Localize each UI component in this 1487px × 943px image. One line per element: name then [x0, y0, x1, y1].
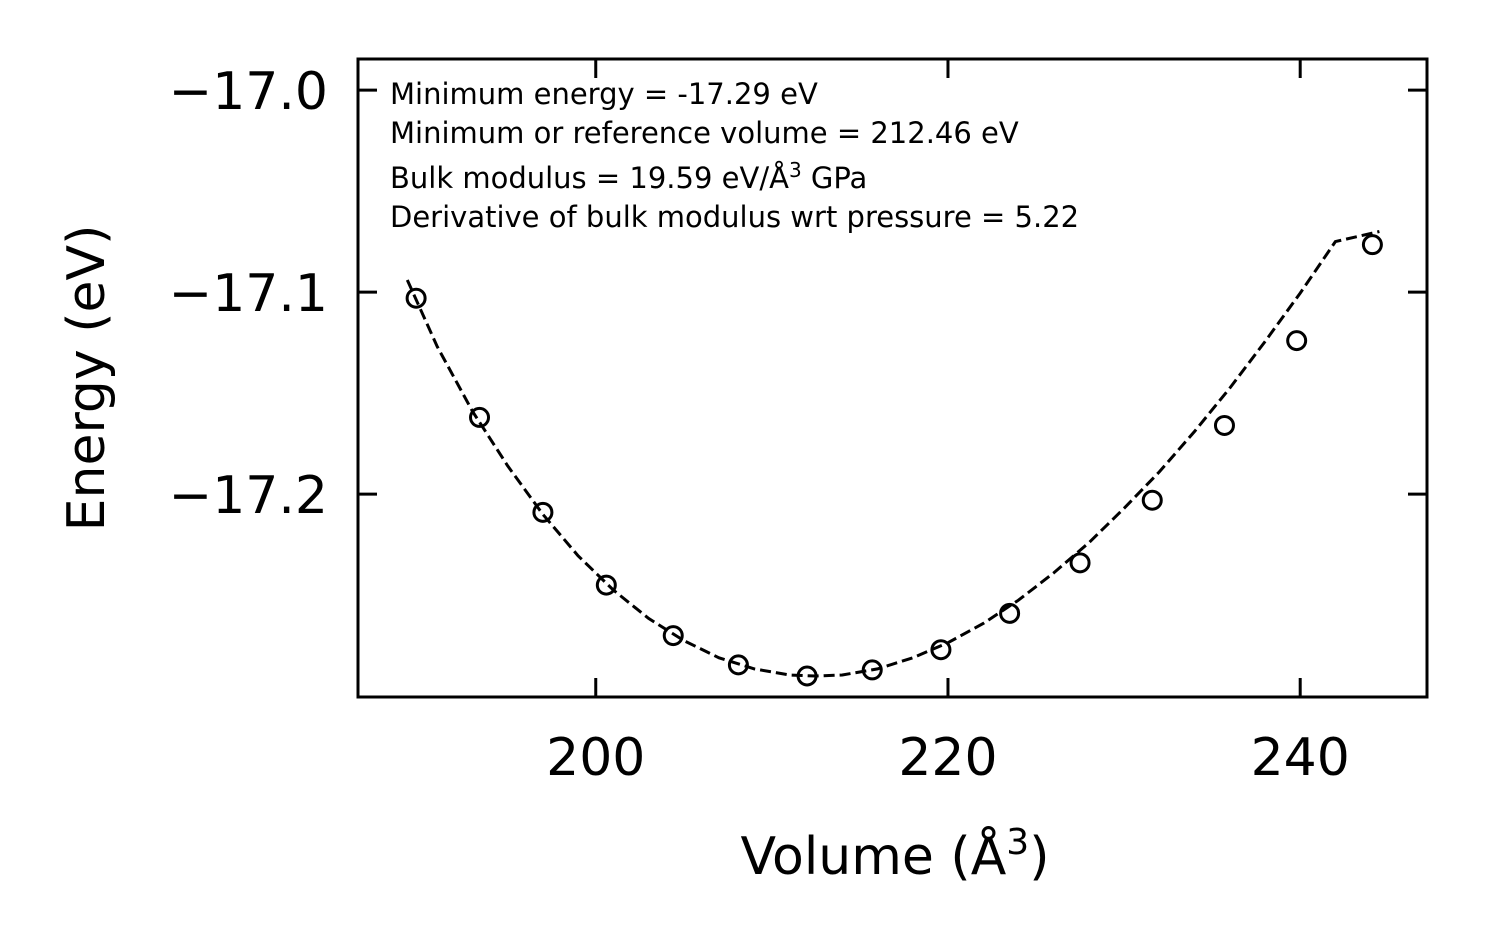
annotation-minimum-energy: Minimum energy = -17.29 eV — [390, 77, 818, 111]
x-axis-label-sup: 3 — [1006, 822, 1029, 863]
data-point — [999, 602, 1021, 624]
annotation-bulk-modulus-text: Bulk modulus = 19.59 eV/Å — [390, 161, 789, 195]
data-point — [1213, 414, 1235, 436]
data-points-layer — [405, 234, 1383, 687]
data-point — [405, 287, 427, 309]
data-point — [861, 659, 883, 681]
x-tick-label: 240 — [1251, 728, 1350, 788]
data-point — [1069, 552, 1091, 574]
data-point — [1141, 489, 1163, 511]
x-axis-label-text: Volume (Å — [741, 825, 1007, 887]
ticks-layer: 200 220 240 −17.0 −17.1 −17.2 — [169, 59, 1427, 788]
x-tick-label: 220 — [898, 728, 997, 788]
fit-curve — [405, 230, 1380, 678]
annotation-bulk-modulus-suffix: GPa — [802, 161, 868, 195]
annotation-bulk-derivative: Derivative of bulk modulus wrt pressure … — [390, 200, 1079, 234]
plot-frame — [356, 57, 1429, 699]
fit-curve-layer — [405, 230, 1380, 678]
x-axis-label: Volume (Å3) — [741, 822, 1050, 887]
y-tick-label: −17.2 — [169, 466, 328, 526]
data-point — [1361, 234, 1383, 256]
y-axis-label: Energy (eV) — [57, 225, 117, 532]
x-tick-label: 200 — [546, 728, 645, 788]
data-point — [1286, 330, 1308, 352]
data-point — [727, 654, 749, 676]
y-tick-label: −17.1 — [169, 264, 328, 324]
y-tick-label: −17.0 — [169, 62, 328, 122]
data-point — [796, 665, 818, 687]
data-point — [662, 625, 684, 647]
data-point — [930, 639, 952, 661]
annotation-bulk-modulus: Bulk modulus = 19.59 eV/Å3 GPa — [390, 158, 867, 195]
annotation-bulk-modulus-sup: 3 — [789, 158, 802, 182]
data-point — [532, 501, 554, 523]
annotation-reference-volume: Minimum or reference volume = 212.46 eV — [390, 116, 1019, 150]
data-point — [469, 406, 491, 428]
x-axis-label-end: ) — [1029, 827, 1049, 887]
data-point — [595, 574, 617, 596]
